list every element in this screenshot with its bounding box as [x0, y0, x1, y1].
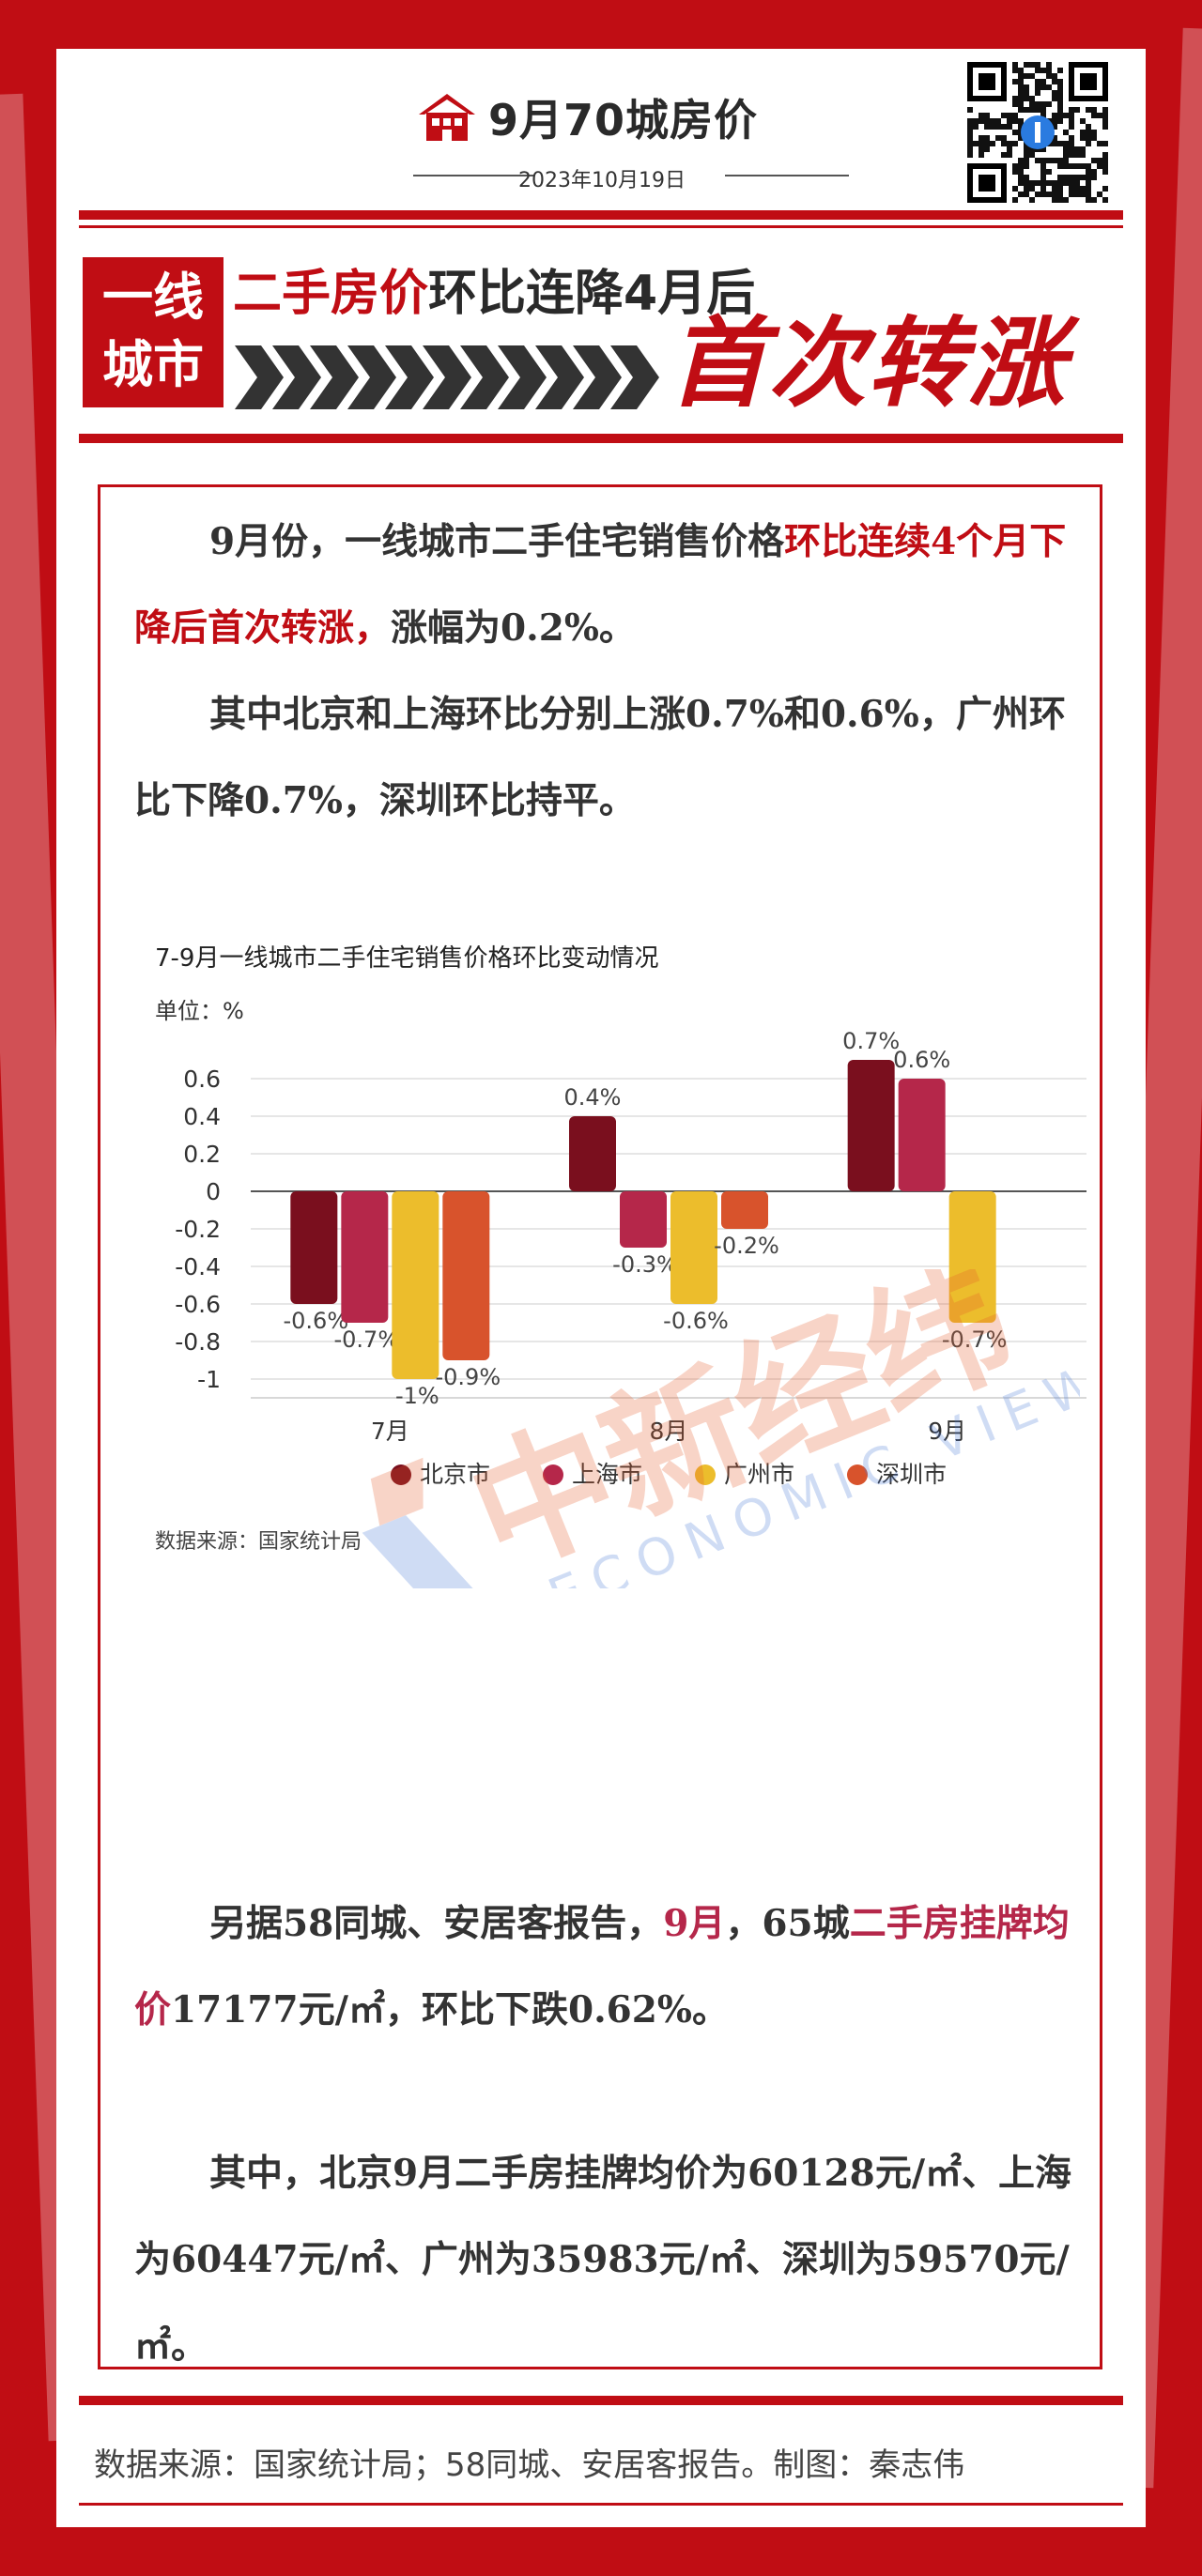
publish-date: 2023年10月19日	[518, 169, 686, 192]
bar	[290, 1191, 338, 1304]
data-label: -0.9%	[436, 1364, 501, 1390]
date-divider-right	[725, 175, 849, 176]
data-label: -0.3%	[612, 1251, 678, 1278]
bar	[898, 1079, 946, 1191]
y-tick-label: 0	[206, 1178, 221, 1205]
chart-unit-label: 单位：%	[155, 998, 244, 1024]
data-label: -1%	[395, 1383, 439, 1409]
paragraph-3: 另据58同城、安居客报告，9月，65城二手房挂牌均价17177元/㎡，环比下跌0…	[134, 1880, 1073, 2053]
data-label: -0.7%	[942, 1326, 1008, 1353]
x-tick-label: 9月	[928, 1418, 966, 1445]
bar	[948, 1191, 996, 1323]
date-divider-left	[413, 175, 533, 176]
tag-line-2: 城市	[102, 334, 204, 394]
x-tick-label: 8月	[650, 1418, 688, 1445]
legend-swatch	[543, 1464, 563, 1485]
footer-divider	[79, 2396, 1123, 2405]
qr-code-icon[interactable]	[967, 62, 1108, 203]
content-box: 9月份，一线城市二手住宅销售价格环比连续4个月下降后首次转涨，涨幅为0.2%。 …	[98, 484, 1102, 2369]
headline-big: 首次转涨	[669, 306, 1068, 421]
chart-source: 数据来源：国家统计局	[155, 1530, 362, 1554]
header-divider-thin	[79, 225, 1123, 228]
house-icon	[419, 94, 475, 141]
tag-line-1: 一线	[102, 267, 204, 327]
city-tier-tag: 一线 城市	[83, 257, 223, 407]
bar	[670, 1191, 717, 1304]
chart-title: 7-9月一线城市二手住宅销售价格环比变动情况	[155, 944, 658, 973]
y-tick-label: -0.2	[175, 1216, 221, 1243]
footer-credit: 数据来源：国家统计局；58同城、安居客报告。制图：秦志伟	[94, 2446, 965, 2484]
paragraph-1: 9月份，一线城市二手住宅销售价格环比连续4个月下降后首次转涨，涨幅为0.2%。	[134, 498, 1073, 671]
headline-top: 二手房价环比连降4月后	[233, 253, 755, 324]
paragraph-4: 其中，北京9月二手房挂牌均价为60128元/㎡、上海为60447元/㎡、广州为3…	[134, 2152, 1072, 2368]
banner-divider	[79, 434, 1123, 443]
paragraph-3-highlight-month: 9月	[663, 1902, 726, 1945]
headline-rest: 环比连降4月后	[428, 266, 756, 322]
legend-swatch	[391, 1464, 411, 1485]
x-tick-label: 7月	[371, 1418, 409, 1445]
legend-swatch	[847, 1464, 868, 1485]
paragraph-3-highlight-price: 二手房挂牌均价	[134, 1902, 1070, 2032]
bar	[569, 1116, 616, 1191]
bar	[442, 1191, 490, 1360]
data-label: 0.6%	[893, 1047, 950, 1073]
footer-divider-thin	[79, 2503, 1123, 2506]
paragraph-3-part2: ，65城	[725, 1902, 850, 1945]
infographic-card: 9月70城房价 2023年10月19日 一线 城市 二手房价环比连降4月后 首次…	[56, 49, 1146, 2527]
data-label: -0.2%	[714, 1233, 779, 1259]
y-tick-label: -1	[197, 1366, 221, 1393]
paragraph-1-highlight: 环比连续4个月下降后首次转涨，	[134, 520, 1067, 650]
headline-highlight: 二手房价	[233, 266, 429, 322]
paragraph-1-intro: 9月份，一线城市二手住宅销售价格	[209, 520, 785, 563]
page-title: 9月70城房价	[488, 95, 759, 146]
paragraph-3-part3: 17177元/㎡，环比下跌0.62%。	[171, 1988, 729, 2032]
y-tick-label: -0.4	[175, 1253, 221, 1280]
paragraph-3-part1: 另据58同城、安居客报告，	[209, 1902, 664, 1945]
data-label: -0.7%	[334, 1326, 400, 1353]
bar	[847, 1060, 895, 1191]
legend-label: 广州市	[724, 1461, 794, 1488]
header-divider	[79, 210, 1123, 220]
paragraph-2: 其中北京和上海环比分别上涨0.7%和0.6%，广州环比下降0.7%，深圳环比持平…	[134, 693, 1066, 822]
legend-swatch	[695, 1464, 716, 1485]
data-label: -0.6%	[284, 1308, 349, 1334]
data-label: -0.6%	[663, 1308, 729, 1334]
legend-label: 北京市	[420, 1461, 490, 1488]
chevron-arrows-icon	[235, 345, 659, 409]
data-label: 0.7%	[842, 1028, 900, 1054]
paragraph-1-rest: 涨幅为0.2%。	[391, 606, 636, 650]
bar	[341, 1191, 389, 1323]
y-tick-label: -0.8	[175, 1328, 221, 1356]
bar	[620, 1191, 667, 1248]
legend-label: 上海市	[572, 1461, 642, 1488]
bar	[392, 1191, 439, 1379]
y-tick-label: -0.6	[175, 1291, 221, 1318]
legend-label: 深圳市	[876, 1461, 947, 1488]
bar	[721, 1191, 768, 1229]
y-tick-label: 0.6	[183, 1066, 221, 1093]
y-tick-label: 0.4	[183, 1103, 221, 1130]
data-label: 0.4%	[564, 1084, 622, 1111]
y-tick-label: 0.2	[183, 1141, 221, 1168]
